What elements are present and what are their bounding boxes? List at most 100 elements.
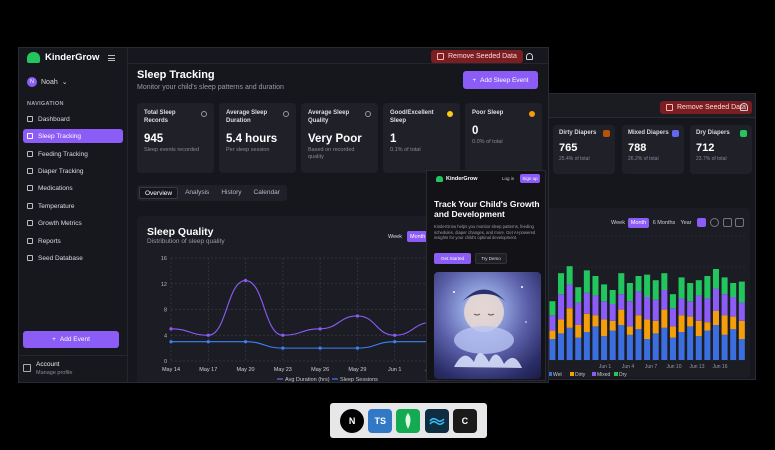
bar-segment xyxy=(644,339,651,360)
sidebar-item-temperature[interactable]: Temperature xyxy=(23,199,123,213)
bar-segment xyxy=(669,294,676,309)
bar-segment xyxy=(730,297,737,317)
bar-segment xyxy=(712,269,720,289)
back-remove-seeded-button[interactable]: Remove Seeded Data xyxy=(660,101,752,114)
legend-marker xyxy=(548,372,552,376)
data-point xyxy=(243,340,248,344)
bar-segment xyxy=(549,339,556,360)
try-demo-button[interactable]: Try Demo xyxy=(475,253,507,264)
signup-button[interactable]: Sign up xyxy=(520,174,540,183)
brand-logo[interactable]: KinderGrow xyxy=(27,52,99,63)
data-point xyxy=(318,327,322,331)
bar-segment xyxy=(687,326,694,360)
bar-segment xyxy=(575,302,582,325)
account-link[interactable]: Account Manage profile xyxy=(19,355,128,382)
bar-segment xyxy=(635,329,642,360)
legend-label: Mixed xyxy=(597,372,611,378)
bar-segment xyxy=(592,326,599,360)
bar-segment xyxy=(687,316,694,327)
bar-segment xyxy=(738,281,745,303)
dry-diapers-card: Dry Diapers 712 23.7% of total xyxy=(690,125,752,174)
bar-segment xyxy=(652,280,659,300)
bar-segment xyxy=(558,333,565,360)
bar-segment xyxy=(609,320,616,331)
bar-segment xyxy=(721,315,728,335)
remove-seeded-button[interactable]: Remove Seeded Data xyxy=(431,50,523,63)
legend-label: Dry xyxy=(619,372,627,378)
range-week[interactable]: Week xyxy=(388,233,402,240)
clock-icon xyxy=(201,111,207,117)
x-tick-label: May 23 xyxy=(274,367,292,373)
avatar: N xyxy=(27,77,37,87)
range-week[interactable]: Week xyxy=(611,220,625,226)
tab-overview[interactable]: Overview xyxy=(139,187,179,199)
bar-segment xyxy=(601,301,608,320)
bar-segment xyxy=(704,322,711,331)
bar-segment xyxy=(618,294,625,310)
user-icon xyxy=(23,364,31,372)
range-month[interactable]: Month xyxy=(407,231,437,242)
login-link[interactable]: Log in xyxy=(502,176,515,181)
tailwind-icon xyxy=(424,408,449,433)
sidebar-item-growth-metrics[interactable]: Growth Metrics xyxy=(23,216,123,230)
tab-analysis[interactable]: Analysis xyxy=(185,189,210,196)
x-tick-label: Jun 16 xyxy=(712,364,727,370)
dirty-diapers-card: Dirty Diapers 765 25.4% of total xyxy=(553,125,615,174)
sidebar-item-dashboard[interactable]: Dashboard xyxy=(23,112,123,126)
diaper-chart-card: Week Month 6 Months Year Jun 1 Jun 4 Jun 7… xyxy=(545,208,750,378)
line-chart-icon[interactable] xyxy=(723,218,732,227)
utensils-icon xyxy=(27,151,33,157)
bar-segment xyxy=(669,337,676,360)
stat-card-avg-duration: Average Sleep Duration 5.4 hours Per sle… xyxy=(219,103,296,173)
bar-segment xyxy=(566,308,573,328)
thermometer-icon xyxy=(27,203,33,209)
bar-segment xyxy=(704,298,711,323)
bar-segment xyxy=(669,308,676,327)
data-point xyxy=(169,327,173,331)
sidebar-item-reports[interactable]: Reports xyxy=(23,234,123,248)
trash-icon xyxy=(666,104,673,111)
range-6-months[interactable]: 6 Months xyxy=(652,220,676,226)
typescript-icon: TS xyxy=(368,408,393,433)
get-started-button[interactable]: Get Started xyxy=(434,253,471,264)
sidebar-item-sleep-tracking[interactable]: Sleep Tracking xyxy=(23,129,123,143)
bar-segment xyxy=(635,291,642,316)
bar-segment xyxy=(661,309,668,328)
bar-chart-icon[interactable] xyxy=(697,218,706,227)
database-icon xyxy=(27,255,33,261)
add-sleep-event-button[interactable]: + Add Sleep Event xyxy=(463,71,538,89)
sidebar-item-seed-database[interactable]: Seed Database xyxy=(23,251,123,265)
sidebar-item-medications[interactable]: Medications xyxy=(23,181,123,195)
data-point xyxy=(281,346,285,350)
bar-segment xyxy=(730,316,737,330)
add-event-button[interactable]: + Add Event xyxy=(23,331,119,348)
sidebar-item-feeding-tracking[interactable]: Feeding Tracking xyxy=(23,147,123,161)
bar-segment xyxy=(549,330,556,339)
tab-history[interactable]: History xyxy=(221,189,242,196)
pie-chart-icon[interactable] xyxy=(710,218,719,227)
sidebar-item-diaper-tracking[interactable]: Diaper Tracking xyxy=(23,164,123,178)
y-tick-label: 12 xyxy=(161,282,167,288)
tab-calendar[interactable]: Calendar xyxy=(253,189,280,196)
legend-label: Avg Duration (hrs) xyxy=(285,377,330,383)
landing-brand[interactable]: KinderGrow xyxy=(436,176,477,182)
y-tick-label: 8 xyxy=(164,308,167,314)
x-tick-label: May 26 xyxy=(311,367,329,373)
bar-segment xyxy=(583,270,590,293)
view-tabs: Overview Analysis History Calendar xyxy=(137,185,287,201)
x-tick-label: May 17 xyxy=(199,367,217,373)
user-switcher[interactable]: N Noah ⌄ xyxy=(27,77,68,87)
tech-stack-strip: N TS C xyxy=(330,403,487,438)
calendar-icon[interactable] xyxy=(735,218,744,227)
bar-segment xyxy=(609,304,616,321)
bell-icon[interactable] xyxy=(526,53,533,60)
range-year[interactable]: Year xyxy=(680,220,692,226)
menu-icon[interactable] xyxy=(108,55,115,61)
range-month[interactable]: Month xyxy=(628,218,649,228)
bar-segment xyxy=(695,336,702,360)
data-point xyxy=(281,333,285,337)
bar-segment xyxy=(678,298,685,316)
stat-card-poor-sleep: Poor Sleep 0 0.0% of total xyxy=(465,103,542,173)
bell-icon[interactable] xyxy=(740,103,748,111)
bar-segment xyxy=(721,294,728,316)
